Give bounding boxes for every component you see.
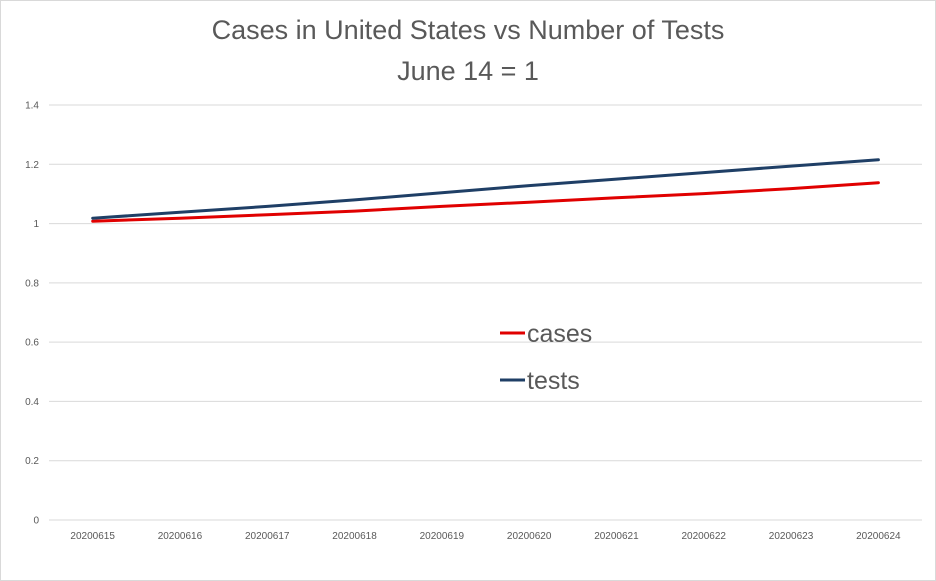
y-tick-label: 1.2 <box>25 160 39 171</box>
y-tick-label: 0.6 <box>25 338 39 349</box>
x-tick-label: 20200618 <box>332 531 377 542</box>
y-tick-label: 1.4 <box>25 101 39 112</box>
series-line-cases <box>91 181 880 223</box>
chart-subtitle: June 14 = 1 <box>397 56 539 86</box>
y-axis-ticks: 0 0.2 0.4 0.6 0.8 1 1.2 1.4 <box>25 101 39 527</box>
y-tick-label: 0.4 <box>25 397 39 408</box>
x-tick-label: 20200621 <box>594 531 639 542</box>
y-tick-label: 1 <box>33 219 39 230</box>
x-tick-label: 20200617 <box>245 531 290 542</box>
x-axis-ticks: 20200615 20200616 20200617 20200618 20200619… <box>70 531 901 542</box>
legend-label-tests: tests <box>527 367 580 395</box>
legend: cases tests <box>500 320 592 395</box>
x-tick-label: 20200622 <box>682 531 727 542</box>
series-line-tests <box>91 158 880 220</box>
x-tick-label: 20200619 <box>420 531 465 542</box>
legend-label-cases: cases <box>527 320 592 348</box>
y-tick-label: 0.2 <box>25 456 39 467</box>
x-tick-label: 20200620 <box>507 531 552 542</box>
y-tick-label: 0.8 <box>25 278 39 289</box>
x-tick-label: 20200623 <box>769 531 814 542</box>
chart-title: Cases in United States vs Number of Test… <box>211 15 725 45</box>
series-lines <box>91 158 880 223</box>
x-tick-label: 20200624 <box>856 531 901 542</box>
gridlines <box>49 104 922 521</box>
x-tick-label: 20200615 <box>70 531 115 542</box>
x-tick-label: 20200616 <box>158 531 203 542</box>
y-tick-label: 0 <box>33 516 39 527</box>
